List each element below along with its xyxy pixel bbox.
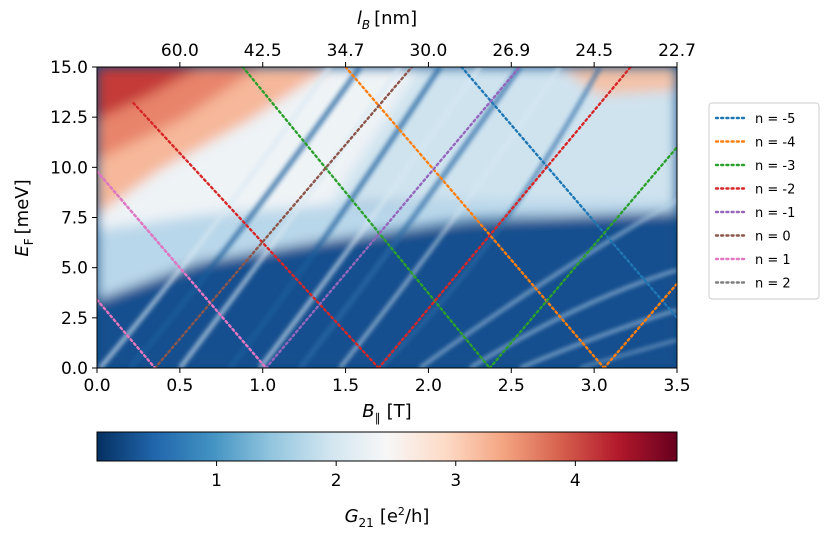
overlay-lines [97, 67, 677, 368]
legend: n = -5 n = -4 n = -3 n = -2 n = -1 n = 0 n = 1… [708, 102, 820, 300]
legend-label: n = 2 [755, 277, 791, 292]
y-tick-label: 12.5 [50, 108, 88, 128]
y-axis: 0.0 2.5 5.0 7.5 10.0 12.5 15.0 [50, 58, 97, 379]
y-tick-label: 2.5 [61, 309, 88, 329]
x-axis-title: B∥ [T] [362, 401, 411, 425]
colorbar-gradient [96, 431, 678, 462]
top-x-tick-label: 26.9 [492, 41, 530, 61]
y-tick-label: 0.0 [61, 359, 88, 379]
x-tick-label: 0.0 [83, 376, 110, 396]
colorbar-tick-label: 1 [211, 471, 222, 491]
series-line-n-3 [241, 67, 491, 368]
legend-label: n = -3 [755, 159, 795, 174]
legend-label: n = 1 [755, 253, 791, 268]
y-tick-label: 5.0 [61, 259, 88, 279]
top-x-tick-label: 60.0 [161, 41, 199, 61]
series-line-n-2 [132, 101, 380, 368]
x-tick-label: 2.0 [415, 376, 442, 396]
top-x-tick-label: 22.7 [658, 41, 696, 61]
top-x-tick-label: 24.5 [575, 41, 613, 61]
legend-label: n = -4 [755, 136, 795, 151]
series-line-n-1 [264, 67, 521, 368]
x-tick-label: 1.0 [249, 376, 276, 396]
colorbar-tick-label: 2 [331, 471, 342, 491]
series-line-n-5 [460, 67, 677, 320]
colorbar-title: G21 [e2/h] [345, 505, 430, 530]
top-x-tick-label: 30.0 [409, 41, 447, 61]
y-tick-label: 15.0 [50, 58, 88, 78]
legend-label: n = -2 [755, 183, 795, 198]
series-line-n1 [97, 170, 268, 368]
series-line-n-2 [377, 67, 632, 368]
x-tick-label: 3.0 [581, 376, 608, 396]
x-tick-label: 3.5 [663, 376, 690, 396]
colorbar: 1 2 3 4 G21 [e2/h] [96, 431, 678, 530]
series-line-n-4 [602, 282, 677, 368]
colorbar-tick-label: 3 [450, 471, 461, 491]
series-line-n-3 [488, 146, 677, 368]
top-axis-title: lB [nm] [357, 8, 417, 32]
legend-box [708, 102, 820, 300]
series-line-n1 [97, 298, 157, 368]
top-x-tick-label: 42.5 [244, 41, 282, 61]
y-axis-title: EF[meV] [12, 179, 36, 256]
y-tick-label: 10.0 [50, 158, 88, 178]
colorbar-tick-label: 4 [570, 471, 581, 491]
top-x-tick-label: 34.7 [327, 41, 365, 61]
legend-label: n = -1 [755, 206, 795, 221]
legend-label: n = 0 [755, 230, 791, 245]
series-line-n-4 [344, 67, 606, 368]
series-line-n0 [153, 67, 414, 368]
legend-label: n = -5 [755, 112, 795, 127]
x-tick-label: 2.5 [498, 376, 525, 396]
x-tick-label: 0.5 [166, 376, 193, 396]
y-tick-label: 7.5 [61, 209, 88, 229]
top-x-axis: 60.0 42.5 34.7 30.0 26.9 24.5 22.7 [161, 41, 696, 67]
x-axis: 0.0 0.5 1.0 1.5 2.0 2.5 3.0 3.5 [83, 368, 691, 396]
x-tick-label: 1.5 [332, 376, 359, 396]
